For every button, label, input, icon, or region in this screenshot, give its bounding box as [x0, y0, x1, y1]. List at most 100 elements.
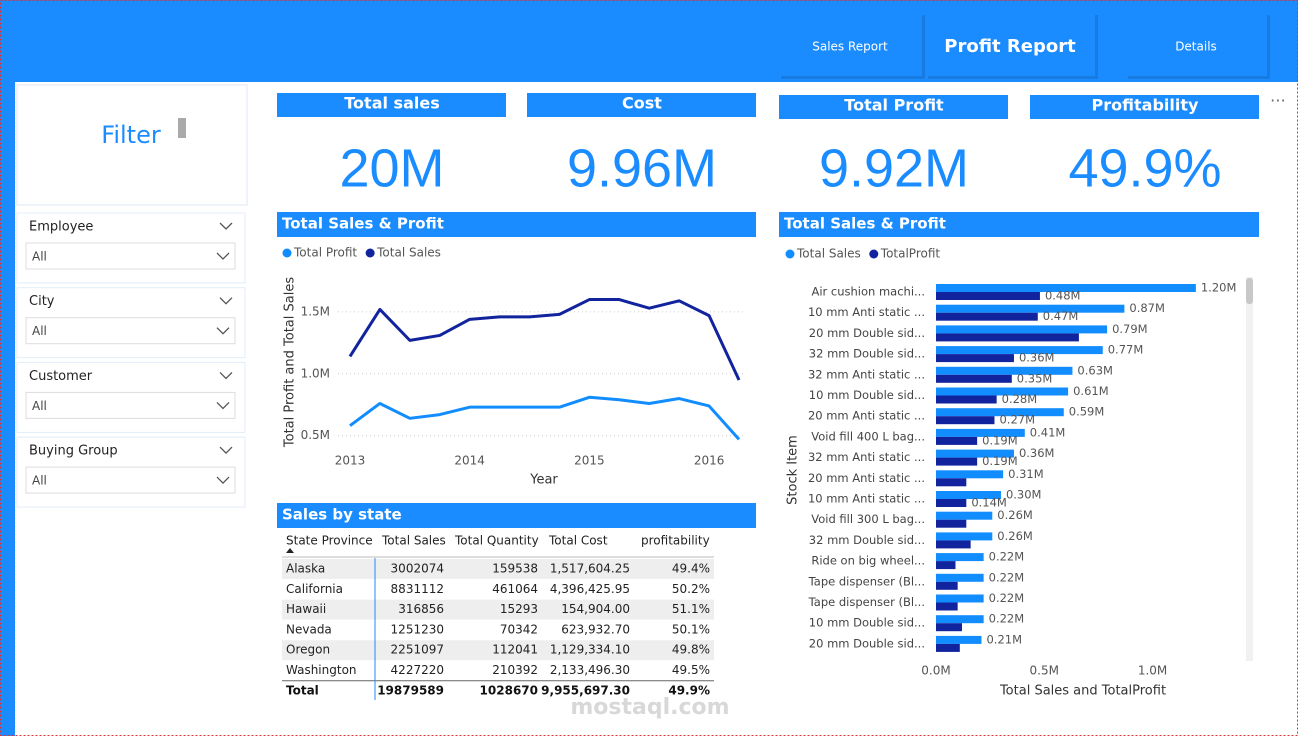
table-cell: 1251230 [391, 622, 444, 636]
slicer-value[interactable]: All [32, 399, 47, 413]
column-header[interactable]: Total Sales [381, 534, 446, 548]
table-cell: 50.2% [672, 582, 710, 596]
table-cell: 50.1% [672, 622, 710, 636]
bar [936, 416, 995, 425]
x-tick-label: 0.0M [921, 664, 950, 678]
slicer-label: Buying Group [29, 444, 118, 459]
value-label: 0.30M [1006, 488, 1042, 502]
value-label: 0.87M [1129, 301, 1165, 315]
x-tick-label: 1.0M [1138, 664, 1167, 678]
bar [936, 540, 971, 549]
bar [936, 573, 984, 582]
table-cell: 15293 [500, 602, 538, 616]
slicer-value[interactable]: All [32, 474, 47, 488]
value-label: 0.27M [999, 413, 1035, 427]
value-label: 0.21M [986, 632, 1022, 646]
table-cell: 461064 [492, 582, 538, 596]
column-header[interactable]: Total Cost [548, 534, 608, 548]
table-cell: 70342 [500, 622, 538, 636]
y-tick-label: Tape dispenser (Bl... [808, 595, 925, 609]
bar [936, 635, 982, 644]
table-cell: 2,133,496.30 [550, 663, 630, 677]
panel-title: Sales by state [282, 506, 402, 524]
chevron [219, 222, 233, 230]
slicer-dropdown[interactable] [25, 466, 236, 494]
tab-label[interactable]: Sales Report [812, 40, 888, 54]
total-cell: 49.9% [668, 683, 710, 697]
row-band [282, 640, 714, 661]
table-cell: 1,129,334.10 [550, 643, 630, 657]
more-options[interactable]: ⋯ [1270, 91, 1286, 110]
chevron [216, 327, 230, 335]
kpi-title-bar [1030, 95, 1259, 119]
bar [936, 602, 958, 611]
kpi-title: Total sales [344, 94, 439, 113]
tab-label[interactable]: Details [1175, 40, 1217, 54]
y-axis-title: Stock Item [786, 435, 801, 505]
tab[interactable] [778, 12, 922, 76]
kpi-title: Profitability [1092, 96, 1199, 115]
y-tick-label: 20 mm Double sid... [809, 326, 925, 340]
chevron [219, 446, 233, 455]
y-tick-label: 20 mm Double sid... [809, 636, 925, 650]
table-cell: 4227220 [391, 663, 444, 677]
y-tick-label: Tape dispenser (Bl... [808, 574, 925, 588]
table-cell: Oregon [286, 643, 330, 657]
panel-title-bar [277, 503, 756, 528]
x-tick-label: 0.5M [1030, 664, 1059, 678]
slicer-value[interactable]: All [32, 324, 47, 338]
bar [936, 387, 1069, 396]
kpi-value: 9.92M [819, 138, 969, 198]
slicer-value[interactable]: All [32, 250, 47, 264]
bar [936, 354, 1014, 363]
line-series [349, 395, 741, 441]
chevron [219, 297, 233, 305]
slicer-dropdown[interactable] [25, 317, 236, 345]
bar [936, 449, 1014, 458]
value-label: 0.61M [1073, 384, 1109, 398]
value-label: 0.31M [1008, 467, 1044, 481]
bar [936, 292, 1040, 300]
slicer-dropdown[interactable] [25, 242, 236, 270]
bar [936, 532, 993, 541]
kpi-row: Total sales 20M Cost 9.96M Total Profit 9.92M… [277, 93, 1259, 198]
chevron [216, 476, 230, 485]
value-label: 0.36M [1019, 446, 1055, 460]
column-header[interactable]: profitability [641, 534, 710, 548]
header-bar [0, 0, 1298, 82]
scrollbar-thumb[interactable] [1246, 278, 1253, 304]
y-tick-label: 10 mm Double sid... [809, 388, 925, 402]
panel-title-bar [779, 212, 1259, 237]
state-table: Sales by state State Province Total Sales T… [277, 503, 756, 700]
tab[interactable] [1125, 12, 1267, 76]
column-header[interactable]: Total Quantity [454, 534, 539, 548]
value-label: 0.26M [997, 508, 1033, 522]
watermark: mostaql.com [570, 695, 729, 720]
table-cell: 316856 [398, 602, 444, 616]
value-label: 0.79M [1112, 322, 1148, 336]
panel-title-bar [277, 212, 756, 237]
tab[interactable] [925, 12, 1095, 76]
line-chart: Total Sales & Profit Total Profit Total Sa… [277, 212, 756, 488]
y-tick-label: 10 mm Anti static ... [808, 305, 925, 319]
kpi-title: Total Profit [844, 96, 944, 115]
value-label: 0.22M [989, 612, 1025, 626]
table-cell: Hawaii [286, 602, 326, 616]
bar [936, 615, 984, 624]
bar [936, 366, 1073, 375]
filter-card [16, 84, 248, 206]
bar [936, 408, 1064, 417]
bar [936, 346, 1103, 355]
y-tick-label: 32 mm Double sid... [809, 533, 925, 547]
bar [936, 553, 984, 562]
y-tick-label: 10 mm Anti static ... [808, 492, 925, 506]
value-label: 1.20M [1201, 281, 1237, 295]
panel-title: Total Sales & Profit [282, 215, 444, 233]
value-label: 0.22M [989, 570, 1025, 584]
column-header[interactable]: State Province [286, 534, 373, 548]
filter-icon [178, 118, 186, 138]
slicer-dropdown[interactable] [25, 391, 236, 419]
total-cell: 9,955,697.30 [541, 683, 630, 697]
tab-label[interactable]: Profit Report [944, 36, 1076, 57]
